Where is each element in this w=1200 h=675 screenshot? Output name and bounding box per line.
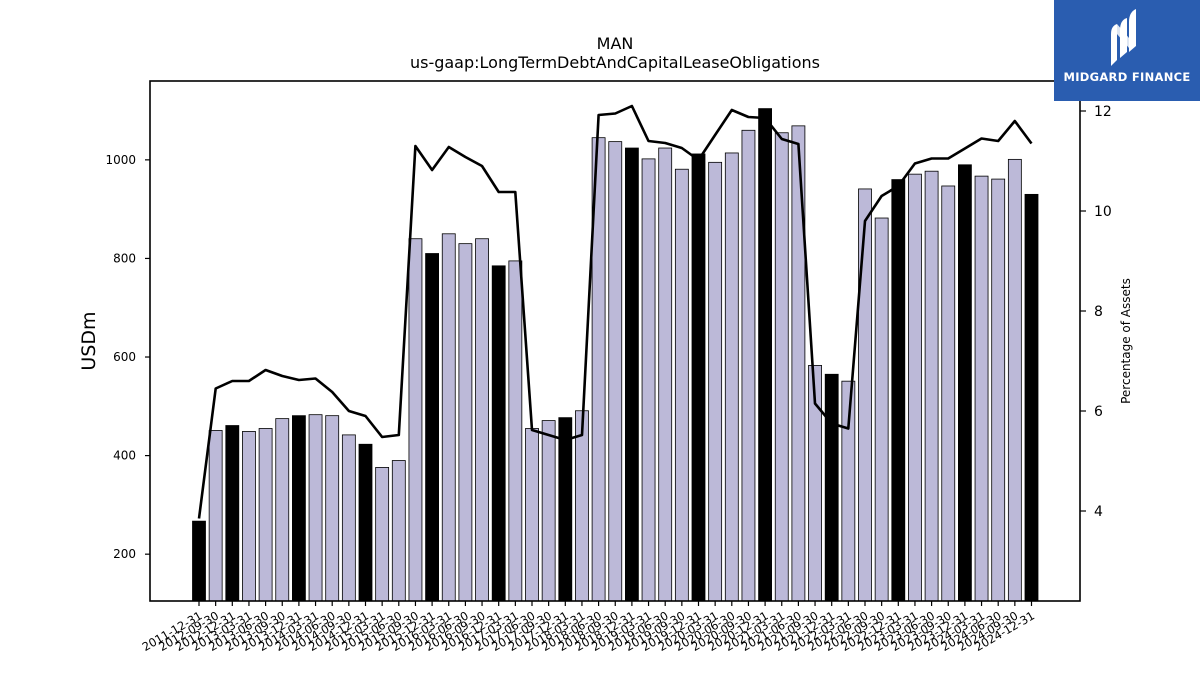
bar-2021-03-31 — [774, 132, 789, 602]
bar-2017-03-31 — [508, 260, 523, 602]
bar-2024-06-30 — [991, 178, 1006, 602]
series-line-percentage — [197, 104, 1033, 519]
bar-2018-03-31 — [575, 410, 589, 602]
y-tick-label: 800 — [113, 251, 136, 265]
bar-2013-12-31 — [291, 415, 306, 602]
y2-axis-label: Percentage of Assets — [1119, 278, 1133, 404]
bar-2012-12-31 — [225, 425, 240, 602]
bar-group — [192, 108, 1039, 602]
bar-2023-03-31 — [908, 173, 922, 602]
bar-2014-12-31 — [358, 443, 373, 602]
bar-2013-06-30 — [258, 428, 273, 602]
midgard-logo-icon — [1111, 9, 1136, 66]
bar-2023-12-31 — [958, 164, 972, 602]
y-tick-label: 400 — [113, 449, 136, 463]
bar-2020-12-31 — [758, 108, 772, 602]
bar-2020-06-30 — [724, 152, 739, 602]
bar-2019-09-30 — [674, 168, 689, 602]
line-group — [197, 104, 1033, 519]
bar-2015-12-31 — [425, 253, 440, 602]
bar-2020-03-31 — [708, 161, 723, 602]
brand-logo: MIDGARD FINANCE — [1054, 0, 1200, 101]
bar-2024-12-31 — [1024, 193, 1039, 602]
bar-2016-03-31 — [441, 233, 456, 602]
chart-subtitle: us-gaap:LongTermDebtAndCapitalLeaseOblig… — [410, 53, 820, 72]
bar-2018-12-31 — [625, 147, 639, 602]
bar-2013-03-31 — [242, 431, 256, 602]
bar-2015-03-31 — [375, 467, 390, 602]
y-tick-label: 600 — [113, 350, 136, 364]
bar-2016-12-31 — [491, 265, 506, 602]
bar-2016-06-30 — [458, 243, 473, 602]
bar-2011-12-31 — [192, 520, 206, 602]
x-axis: 2011-12-312012-09-302012-12-312013-03-31… — [140, 601, 1037, 654]
y2-tick-label: 12 — [1094, 104, 1112, 120]
bar-2019-03-31 — [641, 158, 656, 602]
bar-2023-09-30 — [941, 185, 956, 602]
bar-2014-09-30 — [341, 434, 356, 602]
y-tick-label: 1000 — [105, 153, 136, 167]
bar-2024-03-31 — [974, 175, 989, 602]
bar-2021-12-31 — [824, 373, 839, 602]
bar-2019-12-31 — [691, 153, 706, 602]
y2-tick-label: 6 — [1094, 404, 1103, 420]
y-axis-label: USDm — [78, 311, 100, 370]
bar-2014-03-31 — [308, 414, 323, 602]
bar-2023-06-30 — [924, 170, 939, 602]
y-tick-label: 200 — [113, 547, 136, 561]
y2-tick-label: 8 — [1094, 304, 1103, 320]
bar-2014-06-30 — [325, 415, 340, 602]
y-axis-right: 4 6 8 10 12 — [1080, 104, 1112, 520]
bar-2013-09-30 — [275, 418, 290, 602]
bar-2020-09-30 — [741, 129, 756, 602]
y2-tick-label: 4 — [1094, 504, 1103, 520]
chart-title: MAN — [597, 34, 634, 53]
bar-2017-09-30 — [541, 420, 556, 602]
bar-2024-09-30 — [1007, 158, 1022, 602]
bar-2022-09-30 — [874, 217, 889, 602]
bar-2022-12-31 — [891, 179, 906, 602]
bar-2015-09-30 — [408, 238, 423, 602]
bar-2022-06-30 — [858, 188, 872, 602]
bar-2012-09-30 — [208, 430, 223, 602]
y-axis-left: 200 400 600 800 1000 — [105, 153, 150, 561]
bar-2016-09-30 — [475, 238, 489, 602]
logo-text: MIDGARD FINANCE — [1063, 70, 1191, 84]
y2-tick-label: 10 — [1094, 204, 1112, 220]
bar-2017-06-30 — [525, 428, 539, 602]
bar-2017-12-31 — [558, 417, 573, 602]
bar-2018-09-30 — [608, 141, 623, 602]
bar-2019-06-30 — [658, 147, 673, 602]
bar-2015-06-30 — [391, 460, 406, 602]
